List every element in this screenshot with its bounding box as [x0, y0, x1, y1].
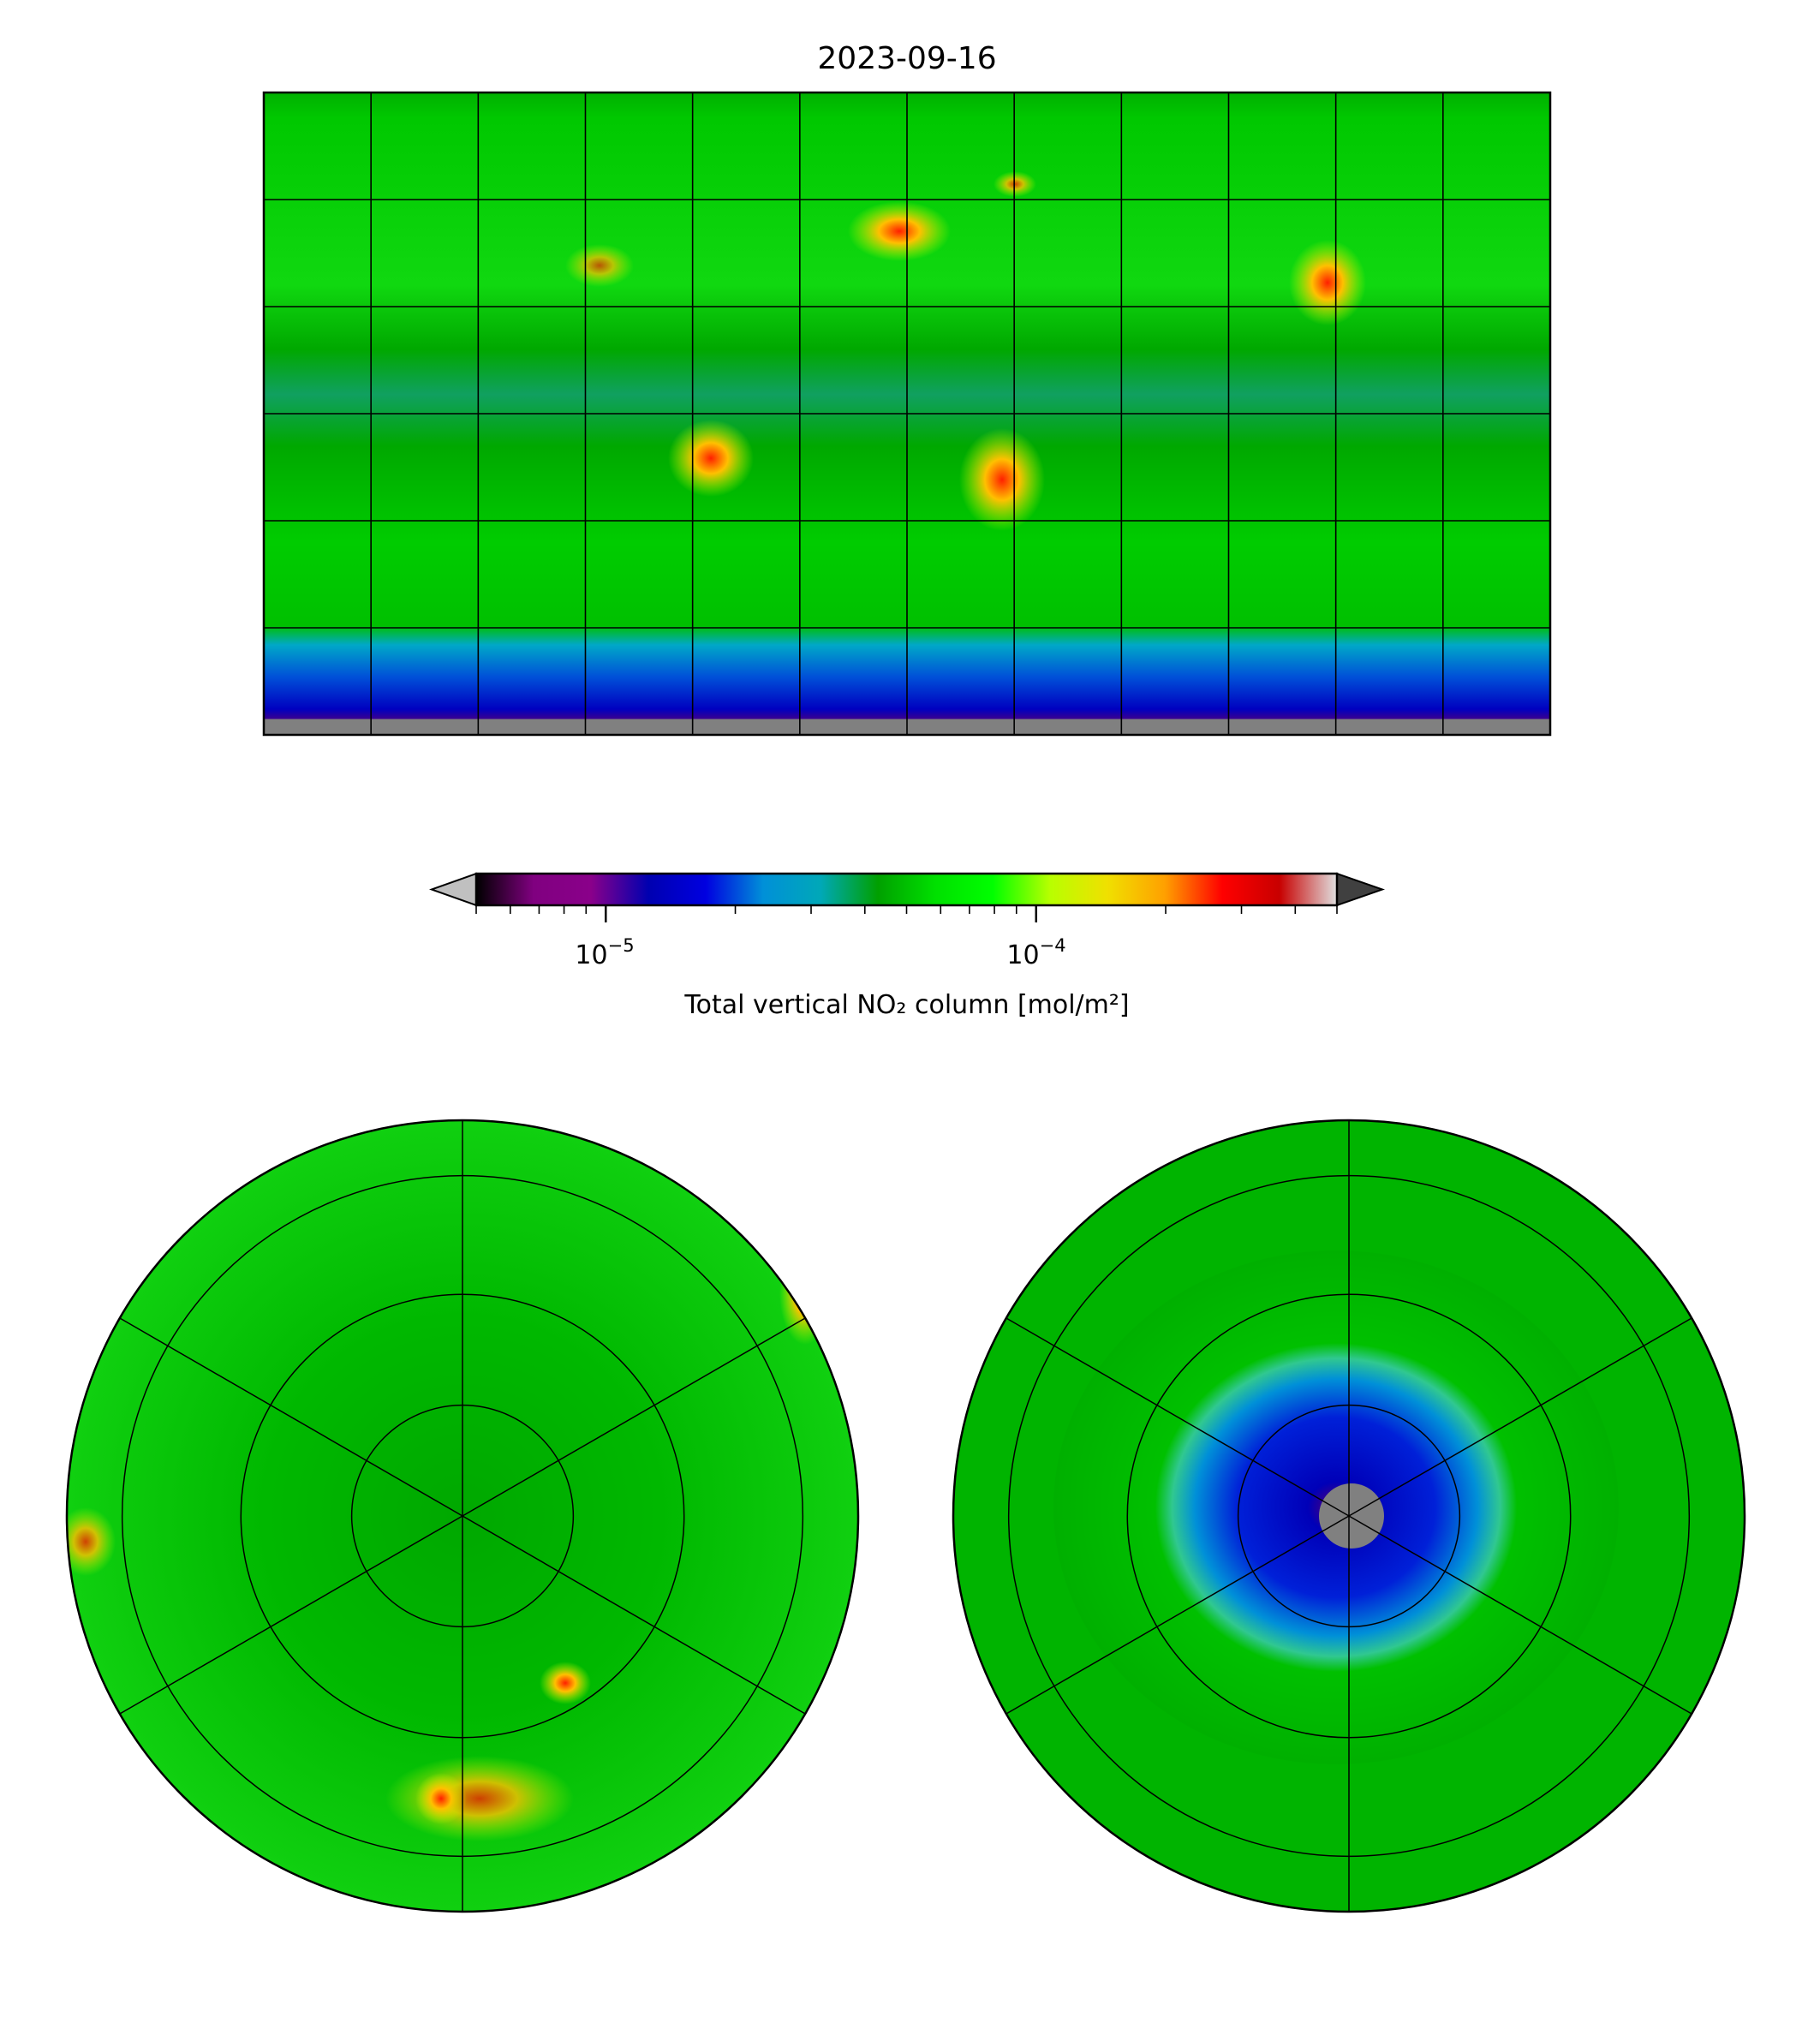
hotspot-north-america	[67, 1507, 116, 1576]
hotspot-southern-africa	[959, 428, 1045, 531]
colorbar-tick-label: 10−5	[575, 935, 634, 970]
south-polar-frame	[952, 1119, 1746, 1913]
meridian-line	[1348, 1317, 1692, 1517]
gridlines	[264, 92, 1550, 735]
missing-data-pole	[1319, 1483, 1384, 1549]
colorbar-over-extension	[1336, 872, 1386, 907]
hotspots	[565, 171, 1366, 531]
hotspot-europe	[385, 1756, 574, 1841]
colorbar-body	[474, 872, 1339, 907]
colorbar-ticks	[475, 905, 1338, 922]
south-polar-map	[952, 1119, 1746, 1913]
global-map-frame	[262, 91, 1552, 737]
meridian-line	[119, 1515, 463, 1715]
chart-title: 2023-09-16	[817, 41, 996, 76]
meridian-line	[1348, 1515, 1692, 1715]
hotspot-north-america	[565, 244, 634, 287]
north-polar-map	[65, 1119, 860, 1913]
hotspot-scandinavia	[994, 171, 1036, 197]
hotspot-europe	[848, 201, 951, 261]
colorbar-tick-label: 10−4	[1006, 935, 1065, 970]
north-polar-frame	[65, 1119, 860, 1913]
hotspot-south-america	[668, 420, 754, 497]
meridian-line	[462, 1317, 806, 1517]
colorbar: 10−5 10−4 Total vertical NO₂ column [mol…	[429, 872, 1386, 1020]
hotspot-china	[1289, 240, 1366, 325]
colorbar-under-extension	[429, 872, 477, 907]
hotspot-uk	[415, 1773, 467, 1824]
global-map	[262, 91, 1552, 737]
hotspot-moscow	[540, 1662, 591, 1704]
meridian-line	[462, 1515, 806, 1715]
meridian-line	[1005, 1317, 1350, 1517]
polar-gridlines	[1005, 1120, 1692, 1912]
colorbar-label: Total vertical NO₂ column [mol/m²]	[683, 990, 1129, 1020]
meridian-line	[119, 1317, 463, 1517]
polar-gridlines	[119, 1120, 806, 1912]
meridian-line	[1005, 1515, 1350, 1715]
